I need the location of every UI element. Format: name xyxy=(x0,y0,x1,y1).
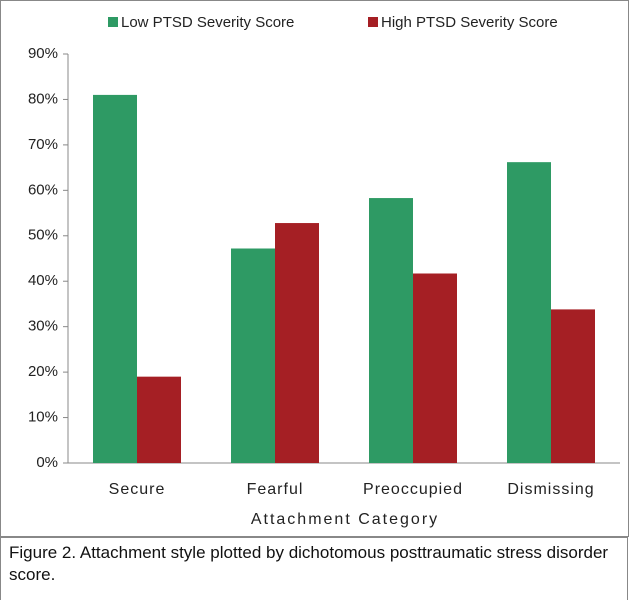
legend-label: Low PTSD Severity Score xyxy=(121,14,294,31)
bar xyxy=(93,94,137,464)
y-tick-label: 90% xyxy=(28,45,58,62)
chart-frame xyxy=(0,0,629,537)
bar xyxy=(551,309,595,463)
y-tick-label: 30% xyxy=(28,318,58,335)
legend-swatch xyxy=(108,17,118,27)
legend-label: High PTSD Severity Score xyxy=(381,14,558,31)
figure-caption: Figure 2. Attachment style plotted by di… xyxy=(0,537,628,600)
y-tick-label: 10% xyxy=(28,409,58,426)
bar xyxy=(369,198,413,463)
y-tick-label: 70% xyxy=(28,136,58,153)
x-tick-label: Fearful xyxy=(247,481,304,498)
y-tick-label: 0% xyxy=(36,454,58,471)
bar xyxy=(413,273,457,463)
x-tick-label: Secure xyxy=(109,481,166,498)
y-tick-label: 50% xyxy=(28,227,58,244)
x-tick-label: Dismissing xyxy=(507,481,594,498)
bar xyxy=(507,162,551,463)
bar xyxy=(231,248,275,463)
legend-swatch xyxy=(368,17,378,27)
y-tick-label: 60% xyxy=(28,181,58,198)
y-tick-label: 40% xyxy=(28,272,58,289)
y-tick-label: 20% xyxy=(28,363,58,380)
chart: Attachment Category 0% 10% 20% 30% 40% 50% 60%… xyxy=(0,0,629,537)
bar xyxy=(275,223,319,463)
x-axis-title: Attachment Category xyxy=(251,511,439,528)
x-tick-label: Preoccupied xyxy=(363,481,463,498)
bar xyxy=(137,376,181,463)
y-tick-label: 80% xyxy=(28,90,58,107)
